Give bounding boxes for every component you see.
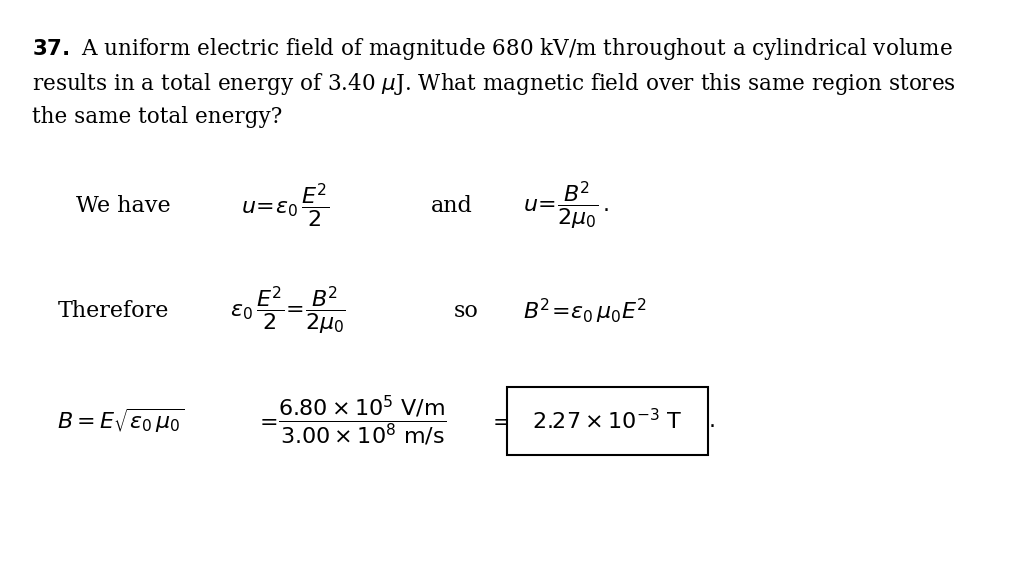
Text: the same total energy?: the same total energy? bbox=[32, 106, 283, 128]
Text: results in a total energy of 3.40 $\mu$J. What magnetic field over this same reg: results in a total energy of 3.40 $\mu$J… bbox=[32, 71, 956, 97]
Text: $B^2\!=\!\epsilon_0\,\mu_0 E^2$: $B^2\!=\!\epsilon_0\,\mu_0 E^2$ bbox=[523, 297, 647, 325]
Text: $\epsilon_0\,\dfrac{E^2}{2}\!=\!\dfrac{B^2}{2\mu_0}$: $\epsilon_0\,\dfrac{E^2}{2}\!=\!\dfrac{B… bbox=[229, 285, 345, 337]
Text: and: and bbox=[430, 195, 472, 217]
Text: $\mathbf{37.}$ A uniform electric field of magnitude 680 kV/m throughout a cylin: $\mathbf{37.}$ A uniform electric field … bbox=[32, 36, 953, 62]
Text: We have: We have bbox=[76, 195, 171, 217]
Text: $2.27\times10^{-3}\ \mathrm{T}$: $2.27\times10^{-3}\ \mathrm{T}$ bbox=[532, 408, 683, 434]
Text: $\dfrac{6.80\times10^5\ \mathrm{V/m}}{3.00\times10^8\ \mathrm{m/s}}$: $\dfrac{6.80\times10^5\ \mathrm{V/m}}{3.… bbox=[279, 393, 447, 448]
Text: so: so bbox=[454, 300, 479, 322]
Text: .: . bbox=[709, 411, 716, 431]
Text: $=$: $=$ bbox=[487, 411, 510, 431]
Text: $=$: $=$ bbox=[255, 411, 278, 431]
Text: $u\!=\!\epsilon_0\,\dfrac{E^2}{2}$: $u\!=\!\epsilon_0\,\dfrac{E^2}{2}$ bbox=[241, 182, 329, 230]
FancyBboxPatch shape bbox=[507, 387, 708, 455]
Text: $u\!=\!\dfrac{B^2}{2\mu_0}\,.$: $u\!=\!\dfrac{B^2}{2\mu_0}\,.$ bbox=[523, 180, 609, 232]
Text: $B = E\sqrt{\epsilon_0\,\mu_0}$: $B = E\sqrt{\epsilon_0\,\mu_0}$ bbox=[57, 407, 185, 435]
Text: Therefore: Therefore bbox=[57, 300, 169, 322]
